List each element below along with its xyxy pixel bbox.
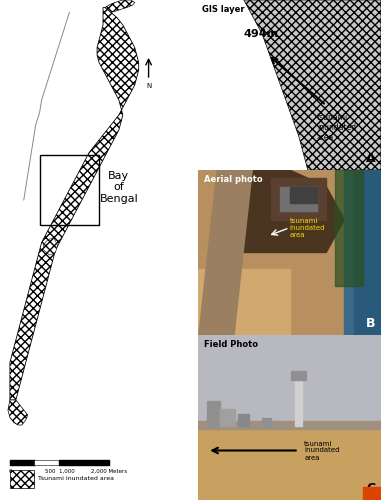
Polygon shape [335, 170, 363, 285]
Polygon shape [295, 376, 303, 426]
Text: 500  1,000: 500 1,000 [45, 469, 74, 474]
Polygon shape [207, 401, 220, 426]
Polygon shape [290, 186, 317, 203]
Polygon shape [198, 170, 381, 335]
Text: tsunami
inundated
area: tsunami inundated area [290, 218, 325, 238]
Polygon shape [235, 170, 344, 252]
Text: GIS layer: GIS layer [202, 5, 244, 14]
Polygon shape [291, 372, 306, 380]
Text: N: N [146, 82, 151, 88]
Polygon shape [198, 170, 253, 335]
Bar [40, 155, 99, 225]
Polygon shape [220, 409, 235, 426]
Text: 2,000 Meters: 2,000 Meters [91, 469, 127, 474]
Text: 494m: 494m [244, 29, 279, 39]
Polygon shape [280, 186, 317, 211]
Polygon shape [262, 418, 271, 426]
Polygon shape [198, 426, 381, 500]
Polygon shape [8, 400, 28, 425]
Polygon shape [198, 269, 290, 335]
Text: Bay
of
Bengal: Bay of Bengal [99, 171, 138, 204]
Text: tsunami
inundated
area: tsunami inundated area [304, 440, 340, 460]
Polygon shape [59, 460, 109, 465]
Bar [10, 470, 34, 488]
Polygon shape [10, 8, 139, 400]
Polygon shape [271, 178, 326, 220]
Text: Aerial photo: Aerial photo [203, 175, 262, 184]
Polygon shape [10, 460, 35, 465]
Polygon shape [363, 487, 381, 500]
Text: 0: 0 [8, 469, 12, 474]
Polygon shape [354, 170, 381, 335]
Text: A: A [366, 152, 376, 165]
Polygon shape [344, 170, 381, 335]
Polygon shape [198, 421, 381, 429]
Polygon shape [43, 238, 58, 255]
Text: tsunami
inundated
area: tsunami inundated area [317, 112, 356, 142]
Text: B: B [366, 317, 376, 330]
Polygon shape [105, 0, 135, 12]
Polygon shape [244, 0, 381, 170]
Polygon shape [35, 460, 59, 465]
Polygon shape [198, 335, 381, 426]
Polygon shape [239, 414, 249, 426]
Text: Tsunami inundated area: Tsunami inundated area [38, 476, 114, 481]
Text: C: C [367, 482, 376, 495]
Text: Field Photo: Field Photo [203, 340, 258, 349]
Polygon shape [0, 0, 198, 500]
